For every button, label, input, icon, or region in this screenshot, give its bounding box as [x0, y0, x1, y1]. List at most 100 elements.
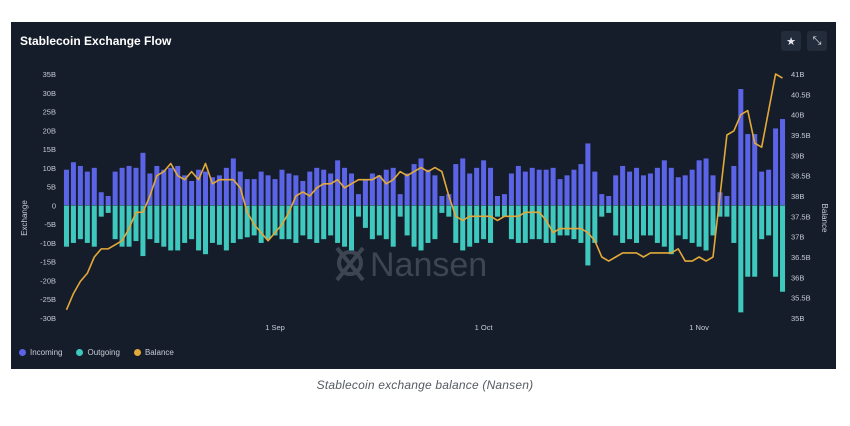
incoming-bar[interactable]	[550, 167, 556, 206]
incoming-bar[interactable]	[119, 167, 125, 206]
incoming-bar[interactable]	[286, 173, 292, 206]
outgoing-bar[interactable]	[154, 205, 160, 243]
outgoing-bar[interactable]	[251, 205, 257, 236]
incoming-bar[interactable]	[675, 177, 681, 206]
outgoing-bar[interactable]	[515, 205, 521, 243]
outgoing-bar[interactable]	[689, 205, 695, 243]
incoming-bar[interactable]	[265, 175, 271, 206]
incoming-bar[interactable]	[98, 192, 104, 206]
outgoing-bar[interactable]	[196, 205, 202, 251]
incoming-bar[interactable]	[300, 180, 306, 206]
outgoing-bar[interactable]	[265, 205, 271, 240]
outgoing-bar[interactable]	[703, 205, 709, 251]
star-button[interactable]: ★	[781, 31, 801, 51]
incoming-bar[interactable]	[168, 167, 174, 206]
incoming-bar[interactable]	[766, 169, 772, 206]
outgoing-bar[interactable]	[175, 205, 181, 251]
outgoing-bar[interactable]	[481, 205, 487, 240]
outgoing-bar[interactable]	[230, 205, 236, 243]
incoming-bar[interactable]	[182, 175, 188, 206]
outgoing-bar[interactable]	[279, 205, 285, 240]
outgoing-bar[interactable]	[592, 205, 598, 243]
outgoing-bar[interactable]	[161, 205, 167, 247]
outgoing-bar[interactable]	[376, 205, 382, 236]
outgoing-bar[interactable]	[397, 205, 403, 217]
outgoing-bar[interactable]	[272, 205, 278, 236]
incoming-bar[interactable]	[342, 167, 348, 206]
incoming-bar[interactable]	[529, 167, 535, 206]
outgoing-bar[interactable]	[550, 205, 556, 243]
incoming-bar[interactable]	[682, 175, 688, 206]
outgoing-bar[interactable]	[91, 205, 97, 247]
incoming-bar[interactable]	[668, 167, 674, 206]
outgoing-bar[interactable]	[634, 205, 640, 243]
outgoing-bar[interactable]	[488, 205, 494, 243]
collapse-button[interactable]: ⤡	[807, 31, 827, 51]
incoming-bar[interactable]	[196, 169, 202, 206]
legend-item-balance[interactable]: Balance	[133, 348, 174, 357]
incoming-bar[interactable]	[404, 173, 410, 206]
incoming-bar[interactable]	[773, 128, 779, 206]
incoming-bar[interactable]	[369, 173, 375, 206]
incoming-bar[interactable]	[397, 194, 403, 206]
incoming-bar[interactable]	[745, 134, 751, 206]
incoming-bar[interactable]	[599, 194, 605, 206]
incoming-bar[interactable]	[362, 179, 368, 206]
outgoing-bar[interactable]	[119, 205, 125, 247]
incoming-bar[interactable]	[446, 194, 452, 206]
outgoing-bar[interactable]	[627, 205, 633, 240]
outgoing-bar[interactable]	[411, 205, 417, 247]
outgoing-bar[interactable]	[620, 205, 626, 243]
incoming-bar[interactable]	[349, 173, 355, 206]
outgoing-bar[interactable]	[237, 205, 243, 240]
outgoing-bar[interactable]	[63, 205, 69, 247]
incoming-bar[interactable]	[161, 169, 167, 206]
outgoing-bar[interactable]	[766, 205, 772, 236]
incoming-bar[interactable]	[203, 171, 209, 206]
outgoing-bar[interactable]	[77, 205, 83, 240]
outgoing-bar[interactable]	[439, 205, 445, 213]
incoming-bar[interactable]	[557, 179, 563, 206]
outgoing-bar[interactable]	[696, 205, 702, 247]
outgoing-bar[interactable]	[543, 205, 549, 243]
incoming-bar[interactable]	[390, 167, 396, 206]
incoming-bar[interactable]	[731, 165, 737, 206]
outgoing-bar[interactable]	[773, 205, 779, 277]
incoming-bar[interactable]	[432, 175, 438, 206]
incoming-bar[interactable]	[258, 171, 264, 206]
legend-item-incoming[interactable]: Incoming	[19, 348, 62, 357]
incoming-bar[interactable]	[314, 167, 320, 206]
outgoing-bar[interactable]	[529, 205, 535, 240]
incoming-bar[interactable]	[453, 164, 459, 206]
incoming-bar[interactable]	[133, 167, 139, 206]
outgoing-bar[interactable]	[571, 205, 577, 240]
incoming-bar[interactable]	[189, 180, 195, 206]
incoming-bar[interactable]	[536, 169, 542, 206]
incoming-bar[interactable]	[175, 165, 181, 206]
incoming-bar[interactable]	[321, 169, 327, 206]
incoming-bar[interactable]	[654, 167, 660, 206]
outgoing-bar[interactable]	[585, 205, 591, 266]
outgoing-bar[interactable]	[494, 205, 500, 217]
incoming-bar[interactable]	[126, 165, 132, 206]
incoming-bar[interactable]	[752, 134, 758, 206]
outgoing-bar[interactable]	[425, 205, 431, 243]
outgoing-bar[interactable]	[404, 205, 410, 236]
outgoing-bar[interactable]	[300, 205, 306, 236]
incoming-bar[interactable]	[279, 169, 285, 206]
incoming-bar[interactable]	[571, 169, 577, 206]
outgoing-bar[interactable]	[216, 205, 222, 245]
outgoing-bar[interactable]	[606, 205, 612, 213]
incoming-bar[interactable]	[425, 169, 431, 206]
outgoing-bar[interactable]	[362, 205, 368, 228]
outgoing-bar[interactable]	[654, 205, 660, 243]
outgoing-bar[interactable]	[640, 205, 646, 236]
incoming-bar[interactable]	[494, 196, 500, 206]
incoming-bar[interactable]	[251, 179, 257, 206]
incoming-bar[interactable]	[501, 194, 507, 206]
outgoing-bar[interactable]	[335, 205, 341, 243]
outgoing-bar[interactable]	[112, 205, 118, 240]
outgoing-bar[interactable]	[133, 205, 139, 242]
outgoing-bar[interactable]	[223, 205, 229, 251]
outgoing-bar[interactable]	[126, 205, 132, 247]
